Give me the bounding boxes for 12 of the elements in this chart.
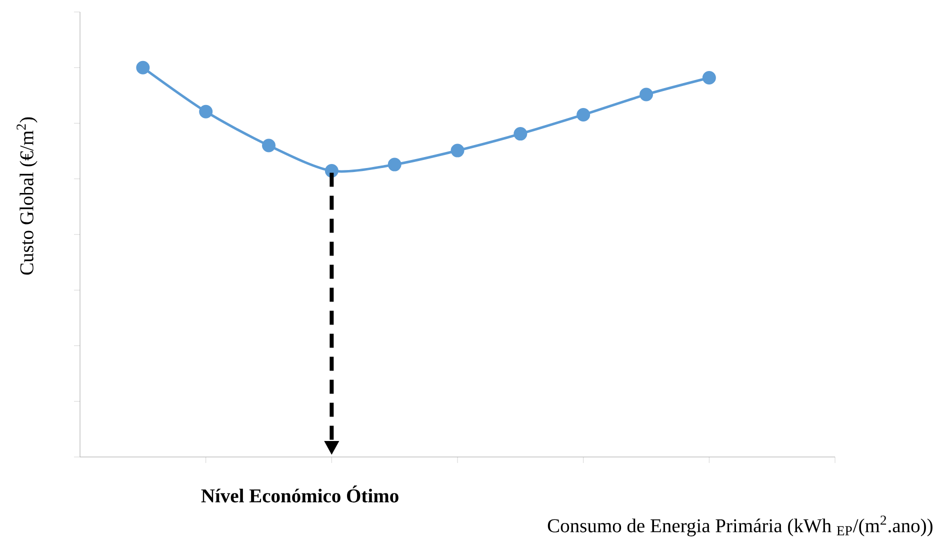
point: [514, 127, 528, 141]
point: [640, 88, 654, 102]
text: Nível Económico Ótimo: [201, 486, 398, 502]
x-axis-title: Consumo de Energia Primária (kWh $_{EP}$/(m$^{2}$.ano)): [548, 516, 932, 536]
point: [576, 108, 590, 122]
point: [388, 158, 402, 172]
point: [136, 60, 150, 74]
point: [262, 138, 276, 152]
point: [450, 144, 464, 158]
point: [199, 104, 213, 118]
y-axis-title: Custo Global (€/m$^{2}$): [16, 117, 38, 275]
point: [702, 70, 716, 84]
